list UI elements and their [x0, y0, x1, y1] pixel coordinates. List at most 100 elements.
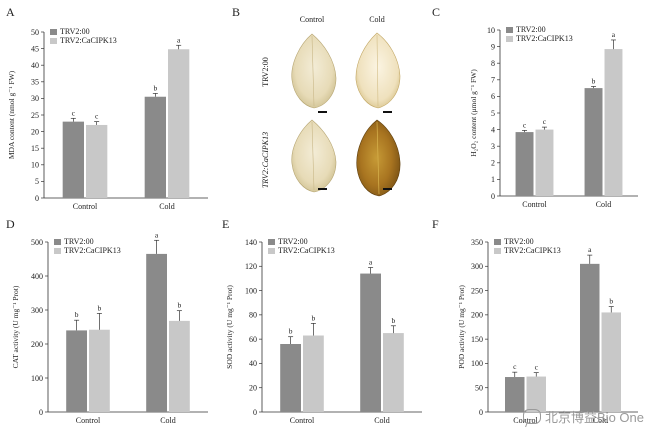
significance-letter: b: [609, 297, 613, 306]
legend-label: TRV2:00: [278, 237, 308, 246]
y-tick-label: 60: [249, 335, 257, 344]
y-tick-label: 250: [471, 286, 483, 295]
panel-letter-c: C: [432, 5, 440, 19]
y-tick-label: 0: [491, 192, 495, 201]
y-axis-label: CAT activity (U mg⁻¹ Prot): [11, 285, 20, 368]
y-tick-label: 0: [35, 194, 39, 203]
bar: [505, 377, 525, 412]
bar: [601, 312, 621, 412]
bar: [280, 344, 301, 412]
y-axis-label: SOD activity (U mg⁻¹ Prot): [225, 285, 234, 369]
bar: [146, 253, 167, 412]
bar: [89, 329, 110, 412]
bar: [86, 124, 108, 198]
col-label-control: Control: [300, 15, 325, 24]
y-tick-label: 0: [39, 408, 43, 417]
y-tick-label: 35: [31, 78, 39, 87]
significance-letter: b: [98, 303, 102, 312]
scale-bar: [383, 188, 392, 190]
leaf-image-trv2-cacipk13-control: [291, 119, 337, 193]
bar: [584, 88, 603, 196]
y-tick-label: 500: [31, 238, 43, 247]
y-tick-label: 20: [249, 384, 257, 393]
chart-mda: 0 5 10 15 20 25 30 35 40 45 50 MDA content (nmol g⁻…: [7, 27, 208, 211]
bar: [62, 121, 84, 198]
x-category-label: Cold: [596, 200, 612, 209]
panel-letter-d: D: [6, 217, 15, 231]
bar: [526, 376, 546, 412]
y-tick-label: 45: [31, 44, 39, 53]
y-tick-label: 2: [491, 159, 495, 168]
watermark-text: 北京博益Bio One: [545, 410, 644, 425]
significance-letter: c: [535, 363, 539, 372]
legend-swatch: [268, 248, 275, 254]
y-tick-label: 7: [491, 76, 495, 85]
x-category-label: Cold: [374, 416, 390, 425]
bar: [144, 96, 166, 198]
bar: [169, 320, 190, 412]
leaf-midrib: [376, 34, 379, 107]
leaf-photo-panel: Control Cold TRV2:00 TRV2:CaCIPK13: [261, 15, 401, 197]
leaf-image-trv2-00-control: [291, 33, 337, 109]
y-tick-label: 50: [31, 28, 39, 37]
y-tick-label: 40: [31, 61, 39, 70]
y-tick-label: 300: [31, 306, 43, 315]
row-label-trv2-cacipk13: TRV2:CaCIPK13: [261, 132, 270, 188]
legend-swatch: [494, 239, 501, 245]
y-tick-label: 5: [35, 177, 39, 186]
y-tick-label: 0: [253, 408, 257, 417]
y-tick-label: 140: [245, 238, 257, 247]
chat-bubble-icon: [523, 409, 542, 424]
bar: [383, 333, 404, 412]
y-tick-label: 200: [31, 340, 43, 349]
bar: [66, 330, 87, 412]
significance-letter: b: [289, 327, 293, 336]
significance-letter: b: [178, 301, 182, 310]
y-tick-label: 4: [491, 125, 495, 134]
significance-letter: c: [523, 120, 527, 129]
significance-letter: a: [177, 35, 181, 44]
legend-label: TRV2:CaCIPK13: [64, 246, 121, 255]
bar: [580, 263, 600, 412]
legend-label: TRV2:CaCIPK13: [278, 246, 335, 255]
legend-swatch: [50, 29, 57, 35]
y-tick-label: 15: [31, 144, 39, 153]
y-tick-label: 150: [471, 335, 483, 344]
leaf-midrib: [311, 121, 315, 191]
significance-letter: a: [612, 30, 616, 39]
scale-bar: [383, 111, 392, 113]
y-tick-label: 100: [245, 286, 257, 295]
y-tick-label: 10: [487, 26, 495, 35]
y-tick-label: 120: [245, 262, 257, 271]
legend-label: TRV2:CaCIPK13: [60, 36, 117, 45]
legend-label: TRV2:00: [504, 237, 534, 246]
legend-swatch: [54, 239, 61, 245]
bar: [303, 335, 324, 412]
y-tick-label: 100: [31, 374, 43, 383]
bar: [168, 49, 190, 198]
panel-letter-f: F: [432, 217, 439, 231]
x-category-label: Cold: [159, 202, 175, 211]
significance-letter: a: [369, 258, 373, 267]
legend-swatch: [506, 36, 513, 42]
leaf-midrib: [311, 35, 315, 107]
panel-letter-e: E: [222, 217, 229, 231]
y-tick-label: 100: [471, 359, 483, 368]
row-label-trv2-00: TRV2:00: [261, 57, 270, 87]
col-label-cold: Cold: [369, 15, 385, 24]
significance-letter: a: [588, 245, 592, 254]
y-tick-label: 3: [491, 142, 495, 151]
y-tick-label: 25: [31, 111, 39, 120]
scale-bar: [318, 111, 327, 113]
significance-letter: b: [312, 313, 316, 322]
significance-letter: c: [543, 117, 547, 126]
significance-letter: b: [392, 316, 396, 325]
chart-cat: 0 100 200 300 400 500 CAT activity (U mg⁻¹ Pro…: [11, 230, 208, 425]
x-category-label: Control: [522, 200, 547, 209]
y-tick-label: 20: [31, 127, 39, 136]
leaf-image-trv2-cacipk13-cold: [356, 119, 401, 197]
chart-h2o2: 0 1 2 3 4 5 6 7 8 9 10 H₂O₂ content (μmol g⁻¹ FW) TR…: [469, 25, 638, 209]
x-category-label: Control: [76, 416, 101, 425]
x-category-label: Cold: [593, 416, 609, 425]
significance-letter: b: [153, 83, 157, 92]
